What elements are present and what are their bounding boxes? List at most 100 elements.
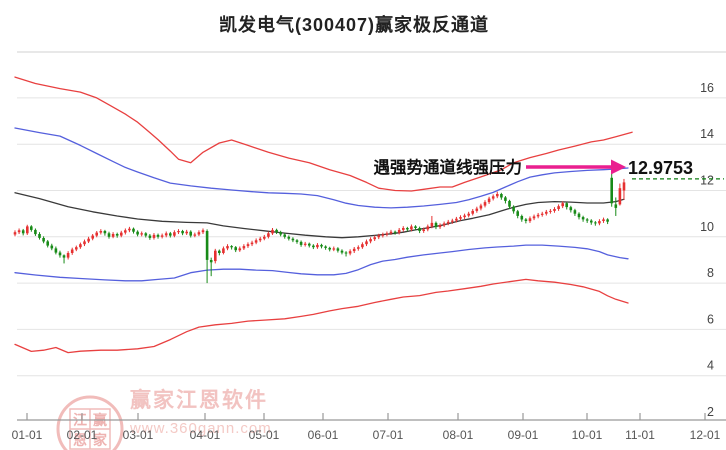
y-axis-label: 6 — [707, 312, 714, 326]
y-axis-label: 10 — [700, 220, 714, 234]
candle — [618, 188, 622, 205]
channel-line — [14, 244, 629, 282]
candle — [124, 230, 127, 233]
pressure-arrow-head-icon — [611, 159, 626, 175]
candle — [34, 229, 37, 235]
candle — [258, 238, 262, 241]
candle — [128, 228, 131, 231]
candle — [459, 217, 462, 219]
candle — [103, 231, 107, 234]
candle — [442, 223, 446, 226]
candle — [520, 216, 524, 220]
candle — [291, 238, 295, 241]
y-axis-label: 14 — [700, 127, 714, 141]
pressure-annotation-text: 遇强势通道线强压力 — [374, 157, 523, 177]
candle — [316, 244, 319, 248]
candle — [83, 241, 86, 245]
candle — [144, 233, 148, 236]
candle — [373, 237, 376, 240]
candle — [610, 177, 613, 204]
candle — [540, 213, 544, 215]
candle — [87, 238, 90, 242]
candle — [483, 202, 487, 206]
candle — [357, 247, 360, 249]
candle — [471, 210, 474, 214]
candle — [62, 255, 66, 258]
candle — [573, 210, 577, 214]
candle — [308, 243, 311, 246]
candle — [17, 230, 21, 233]
candle — [50, 245, 54, 249]
candle — [328, 247, 331, 250]
candle — [365, 241, 368, 245]
candle — [91, 235, 94, 239]
candle — [512, 206, 515, 212]
candle — [508, 200, 511, 207]
candle — [410, 226, 413, 230]
candle — [532, 216, 536, 219]
candle — [75, 247, 78, 250]
candle — [169, 233, 172, 236]
candle — [111, 234, 115, 237]
candle — [21, 230, 25, 234]
x-axis-label: 10-01 — [572, 428, 603, 442]
candle — [181, 231, 184, 234]
candle — [324, 246, 327, 248]
resistance-price-label: 12.9753 — [628, 158, 693, 178]
candle — [479, 205, 483, 209]
candle — [451, 220, 454, 222]
candle — [430, 222, 434, 227]
candle — [136, 231, 139, 235]
candle — [385, 233, 389, 235]
candle — [352, 248, 356, 252]
candle — [426, 226, 430, 230]
candle — [549, 210, 552, 212]
candle — [148, 235, 152, 238]
watermark: 江 赢 恩 家 赢家江恩软件 www.360gann.com — [56, 388, 272, 450]
candle — [222, 248, 225, 253]
channel-line — [14, 127, 629, 209]
watermark-url: www.360gann.com — [129, 420, 272, 437]
x-axis-label: 12-01 — [690, 428, 721, 442]
candle — [598, 221, 601, 224]
candle — [201, 230, 205, 233]
candle — [491, 196, 495, 199]
candle — [132, 228, 135, 232]
candle — [585, 219, 589, 221]
candle — [254, 240, 258, 243]
candle — [54, 248, 58, 253]
candle — [173, 232, 176, 236]
candle — [553, 209, 556, 211]
candle — [446, 221, 450, 224]
candle — [418, 228, 421, 231]
candle — [516, 211, 519, 216]
candle — [115, 234, 119, 236]
candle — [561, 203, 564, 207]
candle — [95, 232, 98, 236]
candle — [577, 213, 581, 218]
candle — [42, 238, 45, 242]
channel-line — [14, 76, 633, 192]
candle — [46, 241, 49, 246]
candle — [197, 232, 201, 235]
candle — [79, 244, 82, 248]
candle — [299, 241, 303, 245]
candle — [70, 249, 74, 253]
y-axis-label: 16 — [700, 81, 714, 95]
candle — [414, 226, 417, 228]
candle — [361, 244, 364, 248]
candle — [467, 213, 470, 216]
x-axis-label: 08-01 — [443, 428, 474, 442]
candle — [524, 219, 528, 221]
candle — [303, 243, 307, 245]
x-axis-label: 11-01 — [625, 428, 655, 442]
candle — [455, 218, 458, 221]
candle — [209, 260, 213, 263]
candle — [565, 203, 568, 208]
candle — [438, 225, 442, 228]
seal-char: 家 — [93, 432, 108, 448]
candle — [536, 214, 540, 217]
y-axis-label: 8 — [707, 266, 714, 280]
plot-area: 2 4 6 8 10 12 14 16 01-01 02-01 03-01 04-01 05-01 06-… — [12, 51, 726, 442]
